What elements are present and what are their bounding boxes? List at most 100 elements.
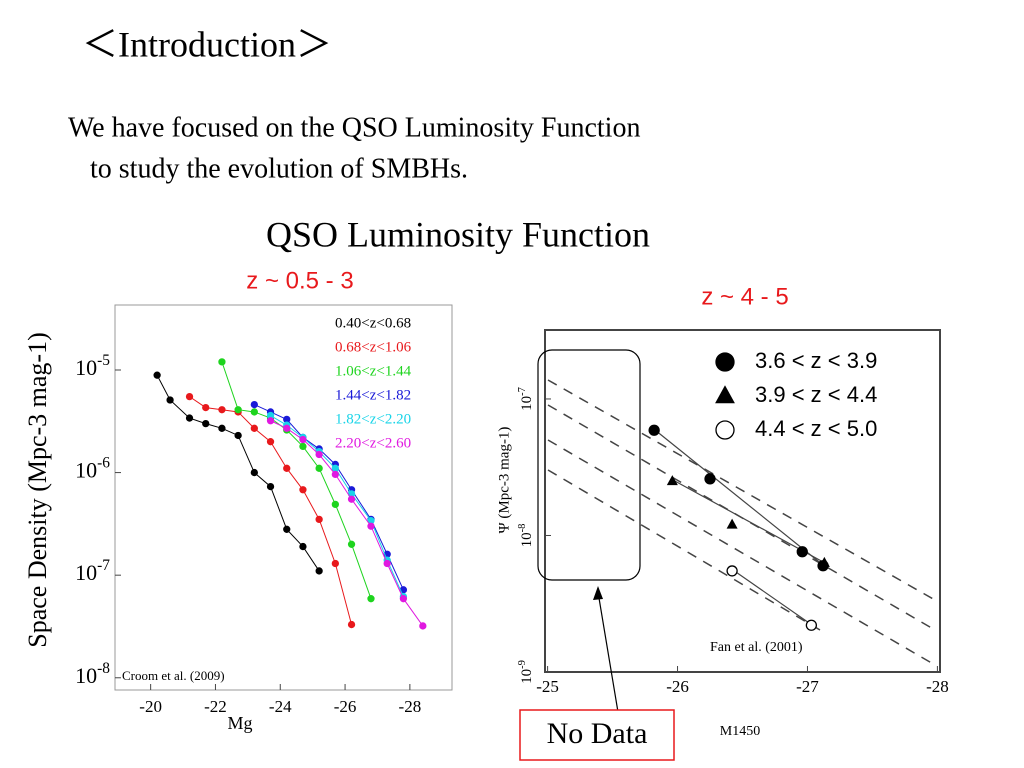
marker — [166, 396, 174, 404]
marker — [726, 565, 738, 577]
marker — [715, 385, 735, 404]
x-axis-label: M1450 — [720, 724, 760, 739]
marker — [367, 522, 375, 530]
marker — [299, 435, 307, 444]
marker — [250, 468, 258, 477]
series-line — [270, 420, 424, 627]
x-tick-label: -25 — [536, 677, 559, 696]
series: 0.68<z<1.06 — [185, 339, 412, 629]
legend-entry: 1.44<z<1.82 — [335, 387, 411, 403]
y-tick-label: 10-8 — [75, 660, 110, 688]
legend-entry: 1.82<z<2.20 — [335, 411, 411, 427]
annotation: Croom et al. (2009) — [122, 668, 225, 683]
section-title: QSO Luminosity Function — [266, 214, 650, 254]
marker — [347, 495, 356, 503]
marker — [266, 438, 275, 446]
body-line: We have focused on the QSO Luminosity Fu… — [68, 112, 640, 143]
marker — [331, 470, 339, 479]
y-tick-label: 10-7 — [75, 557, 110, 585]
y-tick-label: 10-9 — [517, 660, 536, 684]
y-tick-label: 10-8 — [517, 524, 536, 548]
marker — [283, 424, 291, 432]
legend-entry: 0.68<z<1.06 — [335, 339, 412, 355]
callout: No Data — [547, 717, 648, 750]
chart-subtitle: z ~ 4 - 5 — [701, 283, 788, 310]
legend-entry: 1.06<z<1.44 — [335, 363, 412, 379]
marker — [299, 486, 307, 494]
marker — [250, 424, 258, 432]
arrow-head — [593, 586, 603, 600]
marker — [153, 371, 161, 379]
marker — [666, 475, 678, 486]
marker — [331, 500, 339, 509]
marker — [796, 546, 808, 558]
marker — [299, 442, 307, 451]
x-tick-label: -20 — [139, 697, 162, 716]
marker — [218, 358, 226, 366]
marker — [185, 414, 194, 422]
marker — [347, 540, 356, 548]
y-axis-label: Ψ (Mpc-3 mag-1) — [496, 427, 512, 534]
series-line — [221, 361, 372, 599]
marker — [399, 595, 408, 603]
marker — [202, 403, 210, 412]
body-line: to study the evolution of SMBHs. — [90, 153, 468, 184]
marker — [419, 622, 427, 630]
marker — [704, 473, 716, 485]
marker — [185, 392, 194, 401]
series: 1.06<z<1.44 — [218, 358, 412, 603]
marker — [266, 482, 275, 491]
marker — [648, 424, 660, 436]
series: 3.9 < z < 4.4 — [666, 382, 877, 567]
marker — [715, 420, 735, 440]
marker — [726, 518, 738, 529]
legend-entry: 2.20<z<2.60 — [335, 435, 411, 451]
marker — [315, 464, 323, 472]
no-data-region — [537, 349, 641, 581]
y-axis-label: Space Density (Mpc-3 mag-1) — [23, 332, 52, 648]
marker — [283, 464, 291, 472]
marker — [715, 352, 735, 372]
marker — [367, 595, 375, 603]
legend-entry: 4.4 < z < 5.0 — [755, 416, 877, 441]
slide-title: ＜Introduction＞ — [82, 24, 332, 64]
marker — [347, 620, 356, 629]
series: 4.4 < z < 5.0 — [715, 416, 877, 631]
series-line — [254, 404, 404, 591]
marker — [218, 424, 226, 432]
marker — [234, 406, 242, 414]
series: 2.20<z<2.60 — [266, 417, 427, 630]
x-tick-label: -27 — [796, 677, 819, 696]
x-tick-label: -22 — [204, 697, 227, 716]
marker — [805, 619, 818, 631]
marker — [331, 559, 339, 568]
legend-entry: 0.40<z<0.68 — [335, 315, 411, 331]
marker — [818, 556, 830, 567]
x-tick-label: -28 — [399, 697, 422, 716]
x-tick-label: -26 — [334, 697, 357, 716]
marker — [383, 559, 391, 568]
legend-entry: 3.9 < z < 4.4 — [755, 382, 877, 407]
series: 1.82<z<2.20 — [266, 411, 411, 601]
marker — [315, 450, 323, 459]
annotation: Fan et al. (2001) — [710, 640, 803, 655]
arrow — [597, 591, 619, 713]
series: 0.40<z<0.68 — [153, 315, 411, 575]
y-tick-label: 10-6 — [75, 455, 110, 483]
marker — [250, 400, 258, 409]
y-tick-label: 10-5 — [75, 352, 110, 380]
legend-entry: 3.6 < z < 3.9 — [755, 348, 877, 373]
marker — [315, 567, 323, 575]
marker — [283, 415, 291, 424]
marker — [331, 464, 339, 472]
chart-subtitle: z ~ 0.5 - 3 — [246, 267, 353, 294]
marker — [266, 417, 275, 425]
marker — [202, 419, 210, 428]
marker — [218, 406, 226, 414]
callout-box — [519, 709, 675, 761]
plot-frame — [114, 304, 453, 691]
x-axis-label: Mg — [227, 713, 252, 733]
x-tick-label: -28 — [926, 677, 949, 696]
y-tick-label: 10-7 — [517, 387, 536, 411]
